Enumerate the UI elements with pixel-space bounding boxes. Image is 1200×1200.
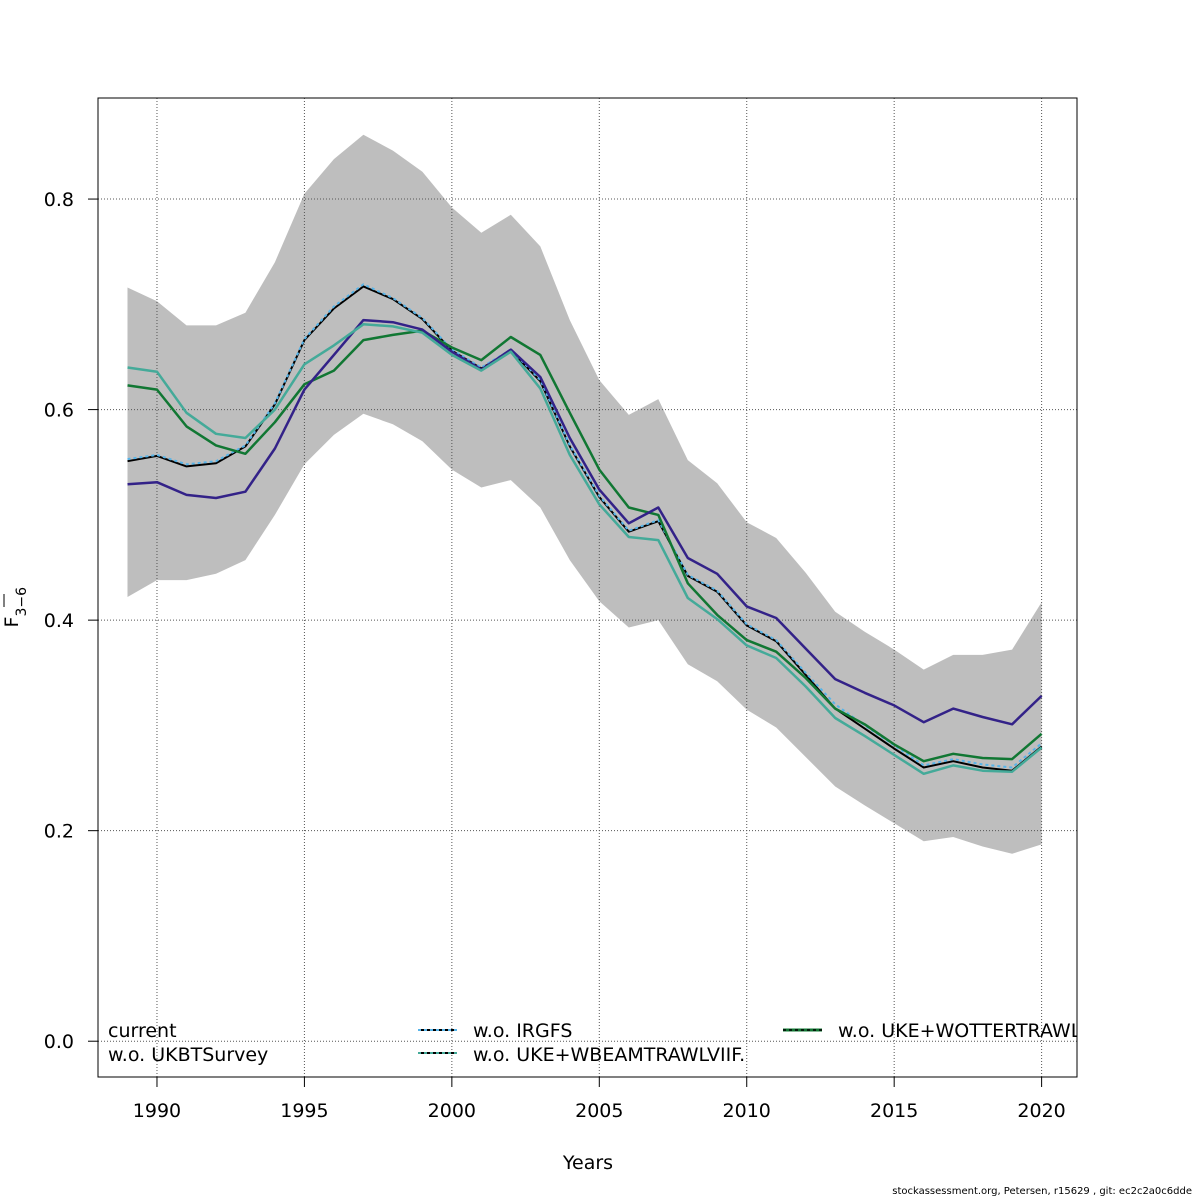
- y-axis-title-main: F: [1, 617, 23, 628]
- y-axis-title-sub: 3−6: [14, 587, 30, 617]
- confidence-band: [127, 134, 1042, 854]
- x-tick-label-2000: 2000: [428, 1100, 476, 1122]
- y-axis: 0.0 0.2 0.4 0.6 0.8: [44, 189, 98, 1053]
- x-tick-label-2015: 2015: [870, 1100, 918, 1122]
- legend-label-current: current: [108, 1020, 177, 1042]
- svg-text:F3−6: F3−6: [1, 587, 30, 628]
- x-tick-label-1990: 1990: [133, 1100, 181, 1122]
- legend-clip-col3: w.o. UKE+WOTTERTRAWL: [838, 1020, 1082, 1042]
- x-axis: 1990 1995 2000 2005 2010 2015 2020: [133, 1077, 1066, 1122]
- legend-label-wo-uke-wotter: w.o. UKE+WOTTERTRAWL: [838, 1020, 1082, 1042]
- footer-credit: stockassessment.org, Petersen, r15629 , …: [892, 1186, 1192, 1197]
- legend-label-wo-irgfs: w.o. IRGFS: [473, 1020, 572, 1042]
- band-area: [127, 134, 1042, 854]
- y-tick-label-0.6: 0.6: [44, 400, 74, 422]
- x-tick-label-1995: 1995: [280, 1100, 328, 1122]
- x-tick-label-2020: 2020: [1017, 1100, 1065, 1122]
- legend: current w.o. UKBTSurvey w.o. IRGFS w.o. …: [108, 1020, 1082, 1066]
- series-line-w-o-uke-wbeamtrawlviif: [127, 323, 1043, 776]
- series-line-w-o-ukbtsurvey: [127, 318, 1043, 726]
- y-tick-label-0.4: 0.4: [44, 610, 74, 632]
- x-axis-title: Years: [562, 1152, 613, 1174]
- y-tick-label-0: 0.0: [44, 1031, 74, 1053]
- y-tick-label-0.2: 0.2: [44, 821, 74, 843]
- y-tick-label-0.8: 0.8: [44, 189, 74, 211]
- legend-label-wo-uke-wbeam: w.o. UKE+WBEAMTRAWLVIIF.: [473, 1044, 745, 1066]
- x-tick-label-2010: 2010: [723, 1100, 771, 1122]
- gridlines: [98, 98, 1077, 1077]
- y-axis-title: F3−6: [1, 587, 30, 628]
- series-lines: [127, 283, 1043, 776]
- x-tick-label-2005: 2005: [575, 1100, 623, 1122]
- series-line-w-o-uke-wottertrawl: [127, 329, 1043, 763]
- series-line-w-o-irgfs: [127, 283, 1043, 769]
- plot-frame: [97, 97, 1078, 1078]
- legend-label-wo-ukbtsurvey: w.o. UKBTSurvey: [108, 1044, 268, 1066]
